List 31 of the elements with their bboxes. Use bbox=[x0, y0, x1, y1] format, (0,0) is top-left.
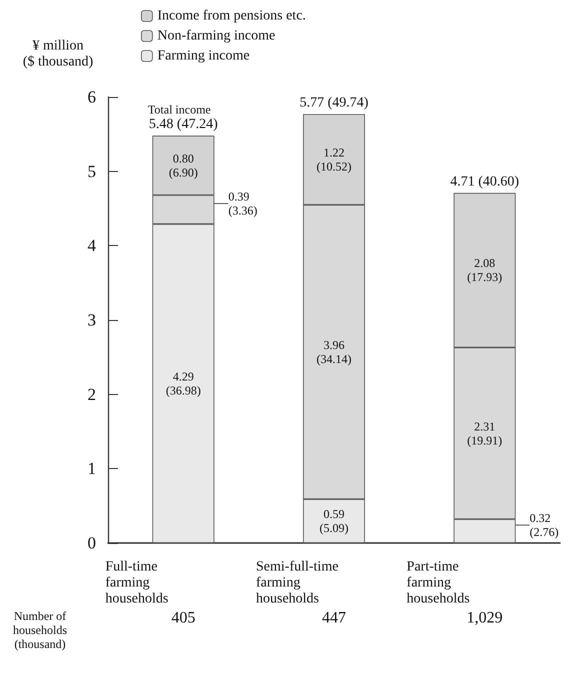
text: Number of households (thousand) bbox=[13, 609, 68, 651]
y-tick-label: 3 bbox=[88, 310, 96, 330]
legend-label: Income from pensions etc. bbox=[157, 8, 306, 24]
y-tick-label: 1 bbox=[88, 459, 96, 478]
text: 447 bbox=[322, 610, 346, 626]
data-label: 2.08 (17.93) bbox=[467, 256, 502, 284]
data-label: 0.32 (2.76) bbox=[530, 511, 559, 540]
x-tick-label: Full-time farming households bbox=[105, 560, 168, 606]
data-label: 2.31 (19.91) bbox=[467, 419, 502, 448]
text: 1,029 bbox=[466, 610, 503, 626]
y-tick-label: 6 bbox=[88, 88, 96, 106]
x-tick-label: Semi-full-time farming households bbox=[256, 560, 338, 606]
annotation: Total income bbox=[148, 102, 211, 117]
y-tick-label: 4 bbox=[88, 236, 96, 256]
total-label: 5.48 (47.24) bbox=[148, 117, 218, 132]
legend-label: Farming income bbox=[157, 48, 250, 64]
y-axis-title: ¥ million ($ thousand) bbox=[22, 38, 94, 70]
data-label: 4.29 (36.98) bbox=[166, 370, 201, 398]
total-label: 5.77 (49.74) bbox=[300, 96, 369, 111]
y-tick-label: 5 bbox=[88, 162, 96, 181]
data-label: 0.39 (3.36) bbox=[228, 190, 258, 218]
text: 405 bbox=[171, 610, 196, 626]
data-label: 0.80 (6.90) bbox=[168, 151, 198, 180]
y-tick-label: 2 bbox=[88, 384, 96, 404]
x-tick-label: Part-time farming households bbox=[406, 560, 470, 606]
data-label: 1.22 (10.52) bbox=[316, 145, 352, 174]
legend-label: Non-farming income bbox=[157, 28, 276, 44]
data-label: 0.59 (5.09) bbox=[320, 507, 348, 536]
total-label: 4.71 (40.60) bbox=[450, 174, 520, 190]
y-tick-label: 0 bbox=[88, 534, 96, 552]
data-label: 3.96 (34.14) bbox=[316, 338, 352, 366]
